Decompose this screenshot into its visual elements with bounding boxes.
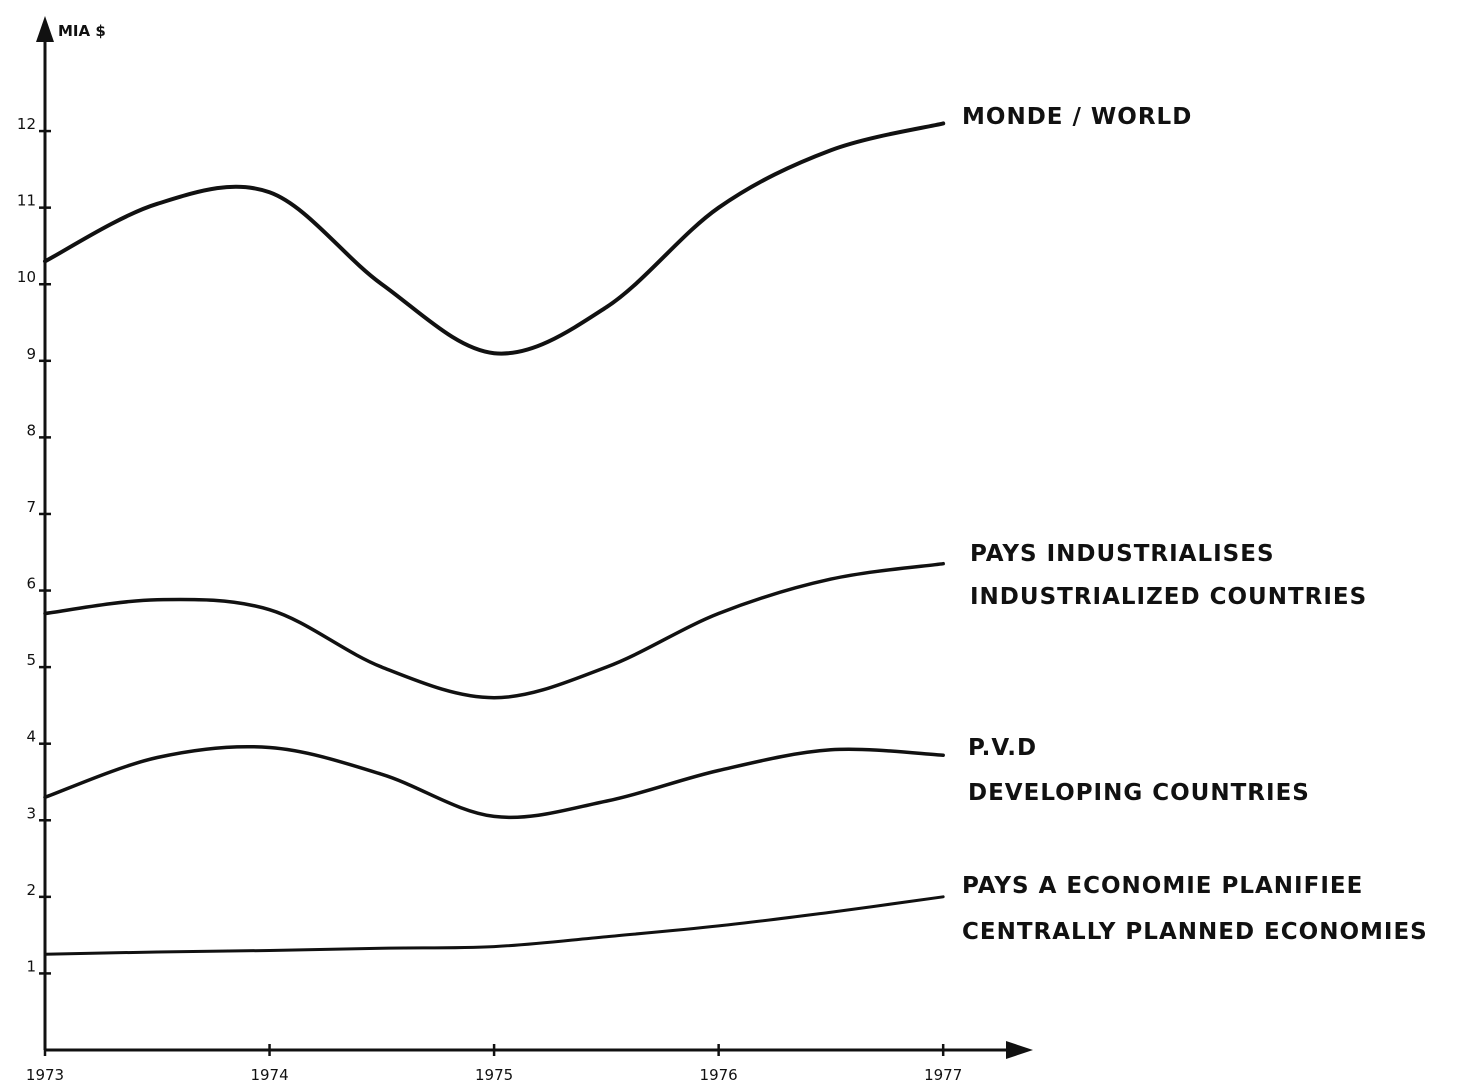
series-line-world [43, 121, 946, 356]
y-tick-label: 7 [26, 498, 36, 516]
series-line-industrialized [43, 561, 945, 700]
y-tick-label: 12 [17, 115, 36, 133]
series-line-planned [43, 895, 945, 956]
y-tick-label: 10 [17, 268, 36, 286]
x-tick-label: 1974 [250, 1066, 288, 1084]
y-tick-label: 11 [17, 192, 36, 210]
x-ticks: 1973 1974 1975 1976 1977 [26, 1044, 962, 1084]
x-tick-label: 1975 [475, 1066, 513, 1084]
x-tick-label: 1973 [26, 1066, 64, 1084]
y-tick-label: 3 [26, 804, 36, 822]
y-axis-arrow [36, 16, 54, 42]
y-tick-label: 1 [26, 957, 36, 975]
x-tick-label: 1976 [700, 1066, 738, 1084]
x-axis-arrow [1006, 1041, 1033, 1059]
y-tick-label: 5 [26, 651, 36, 669]
series-label-developing-line-1: P.V.D [968, 735, 1037, 761]
series-label-world-line-1: MONDE / WORLD [962, 104, 1192, 130]
series-label-developing-line-2: DEVELOPING COUNTRIES [968, 780, 1310, 806]
y-tick-label: 8 [26, 421, 36, 439]
y-tick-label: 2 [26, 881, 36, 899]
series-label-planned-line-1: PAYS A ECONOMIE PLANIFIEE [962, 873, 1363, 899]
series-lines [43, 121, 946, 956]
series-labels: MONDE / WORLD PAYS INDUSTRIALISES INDUSTRI… [962, 104, 1428, 945]
y-axis-unit-label: MIA $ [58, 22, 106, 40]
axes: MIA $ [36, 16, 1033, 1059]
y-tick-label: 4 [26, 728, 36, 746]
series-label-planned-line-2: CENTRALLY PLANNED ECONOMIES [962, 919, 1428, 945]
x-tick-label: 1977 [924, 1066, 962, 1084]
series-label-industrialized-line-1: PAYS INDUSTRIALISES [970, 541, 1275, 567]
series-line-developing [43, 744, 945, 820]
series-label-industrialized-line-2: INDUSTRIALIZED COUNTRIES [970, 584, 1367, 610]
y-tick-label: 9 [26, 345, 36, 363]
y-tick-label: 6 [26, 575, 36, 593]
